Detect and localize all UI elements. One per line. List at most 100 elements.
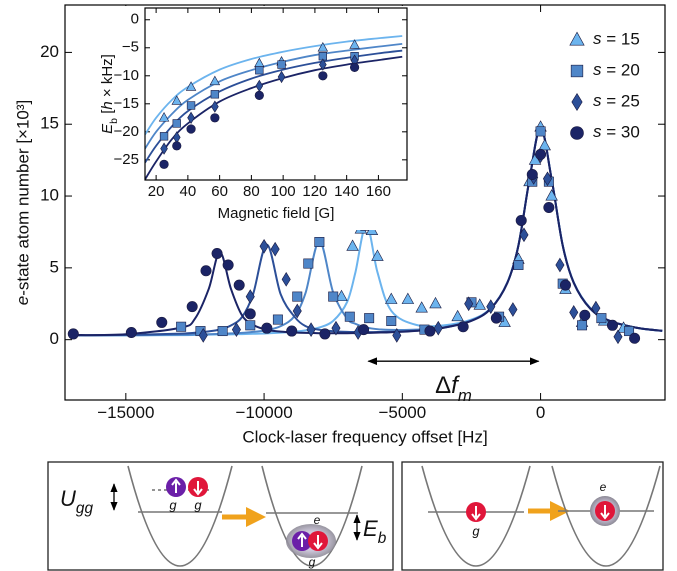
- text-part: [: [99, 109, 116, 118]
- data-point: [569, 305, 579, 320]
- data-point: [245, 320, 256, 331]
- data-point: [591, 300, 601, 316]
- data-point: [211, 100, 219, 113]
- text-part: b: [108, 118, 120, 124]
- data-point: [629, 332, 641, 344]
- x-tick-label: −10000: [235, 403, 292, 422]
- data-point: [606, 319, 618, 331]
- text-part: Δf: [435, 373, 460, 400]
- potential-well: [127, 465, 233, 567]
- legend-label: s = 20: [593, 60, 640, 79]
- data-point: [350, 62, 360, 72]
- data-point: [545, 189, 558, 201]
- y-tick-label: 10: [40, 186, 59, 205]
- data-point: [259, 238, 269, 254]
- data-point: [186, 101, 196, 110]
- data-point: [306, 322, 316, 337]
- plot-frame: [144, 7, 408, 181]
- plot-frame: [64, 4, 666, 401]
- x-tick-label: 160: [366, 183, 391, 200]
- state-label: e: [600, 480, 607, 494]
- panel-frame: [401, 461, 664, 571]
- data-point: [543, 202, 555, 214]
- data-point: [186, 124, 196, 134]
- data-point: [392, 328, 402, 343]
- y-axis-label: e-state atom number [×10³]: [13, 100, 32, 306]
- data-point: [210, 90, 220, 99]
- spin-up: [297, 532, 307, 547]
- state-label: g: [472, 523, 480, 538]
- y-tick-label: −10: [114, 67, 139, 84]
- data-point: [159, 159, 169, 169]
- text-part: gg: [76, 500, 94, 517]
- data-point: [200, 265, 212, 277]
- data-point: [535, 126, 546, 137]
- x-tick-label: 100: [271, 183, 296, 200]
- data-point: [270, 241, 280, 257]
- y-tick-label: −15: [114, 95, 139, 112]
- data-point: [211, 247, 223, 259]
- data-point: [526, 168, 538, 180]
- y-tick-label: 0: [131, 11, 139, 28]
- data-point: [125, 326, 137, 338]
- data-point: [559, 279, 571, 291]
- data-point: [486, 299, 496, 314]
- data-point: [303, 258, 314, 269]
- data-point: [277, 70, 286, 84]
- text-part: h: [99, 101, 116, 109]
- spin-down: [471, 506, 481, 521]
- y-axis-label: Eb [h × kHz]: [99, 54, 120, 134]
- data-point: [371, 249, 384, 261]
- data-point: [187, 111, 195, 124]
- data-point: [328, 291, 339, 302]
- data-point: [519, 227, 529, 243]
- data-point: [555, 257, 565, 273]
- y-tick-label: −25: [114, 151, 139, 168]
- plot-content: [145, 35, 403, 180]
- data-point: [286, 325, 298, 337]
- data-point: [244, 308, 256, 320]
- potential-well: [421, 465, 531, 567]
- data-point: [457, 321, 469, 333]
- x-tick-label: 20: [148, 183, 165, 200]
- x-tick-label: 0: [536, 403, 545, 422]
- data-point: [210, 113, 220, 123]
- spin-up: [171, 478, 181, 493]
- data-point: [538, 138, 551, 151]
- legend-marker: [570, 64, 584, 78]
- data-point: [245, 289, 255, 304]
- data-point: [451, 309, 464, 322]
- data-point: [314, 237, 325, 247]
- x-tick-label: −5000: [378, 403, 426, 422]
- x-tick-label: 60: [211, 183, 228, 200]
- text-part: E: [99, 123, 116, 134]
- data-point: [596, 313, 607, 324]
- fit-curve: [145, 35, 403, 136]
- data-point: [67, 328, 79, 340]
- data-point: [292, 291, 303, 302]
- data-point: [318, 71, 328, 81]
- data-point: [254, 90, 264, 101]
- data-point: [172, 141, 182, 151]
- state-label: g: [194, 497, 202, 512]
- legend-marker: [571, 92, 583, 112]
- x-tick-label: −15000: [97, 403, 154, 422]
- data-point: [159, 132, 169, 141]
- data-point: [429, 296, 442, 309]
- data-point: [577, 320, 588, 331]
- data-point: [349, 39, 360, 49]
- data-point: [172, 119, 181, 128]
- data-point: [233, 279, 245, 291]
- data-point: [186, 301, 198, 313]
- data-point: [292, 303, 302, 319]
- legend-label: s = 25: [593, 91, 640, 110]
- spin-down: [313, 535, 323, 550]
- text-part: × kHz]: [99, 54, 116, 101]
- data-point: [542, 171, 553, 187]
- x-tick-label: 120: [302, 183, 327, 200]
- schematic-left: [47, 461, 394, 571]
- data-point: [433, 320, 443, 336]
- data-point: [160, 142, 168, 155]
